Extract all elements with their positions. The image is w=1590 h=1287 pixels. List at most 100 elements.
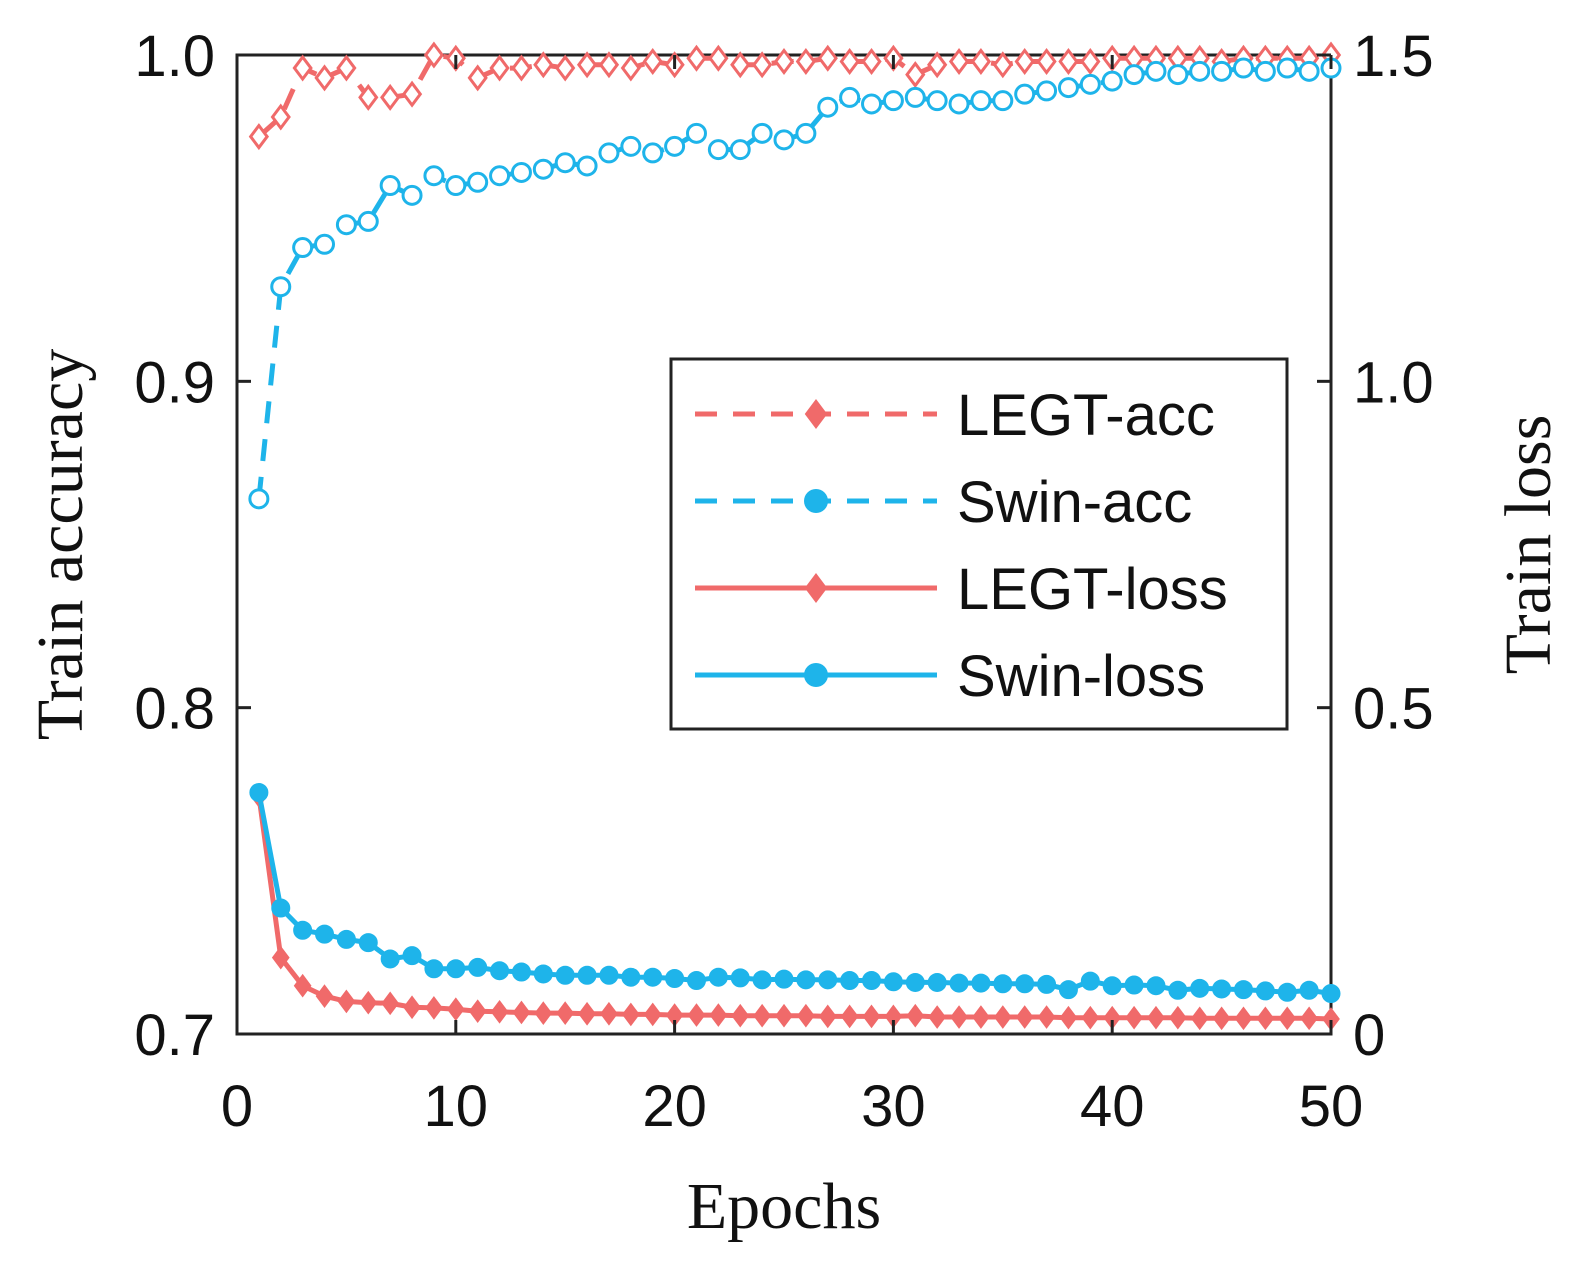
data-point: [510, 161, 532, 183]
data-point: [620, 135, 642, 157]
data-point: [993, 974, 1013, 994]
data-point: [642, 48, 663, 76]
data-point: [1015, 974, 1035, 994]
data-point: [840, 970, 860, 990]
legend-item-swin-acc: Swin-acc: [695, 470, 1192, 535]
data-point: [1278, 1006, 1297, 1031]
legend-item-legt-acc: LEGT-acc: [695, 383, 1215, 448]
data-point: [948, 93, 970, 115]
legend-item-swin-loss: Swin-loss: [695, 644, 1205, 709]
data-point: [403, 995, 421, 1020]
data-point: [578, 1001, 596, 1026]
data-point: [1190, 978, 1210, 998]
data-point: [708, 44, 729, 72]
data-point: [1036, 80, 1058, 102]
data-point: [1081, 1005, 1100, 1030]
data-point: [534, 1001, 553, 1025]
data-point: [1014, 83, 1036, 105]
data-point: [577, 965, 597, 985]
data-point: [753, 1003, 771, 1028]
y-right-tick-label: 0.5: [1353, 677, 1434, 742]
data-point: [293, 920, 313, 940]
data-point: [1059, 1005, 1078, 1030]
data-point: [773, 129, 795, 151]
legend-circle-marker: [804, 663, 828, 687]
data-point: [445, 175, 467, 197]
data-point: [292, 237, 314, 259]
data-point: [314, 233, 336, 255]
data-point: [1168, 980, 1188, 1000]
data-point: [1058, 980, 1078, 1000]
data-point: [862, 970, 882, 990]
data-point: [797, 1003, 815, 1028]
data-point: [1124, 975, 1144, 995]
data-point: [1298, 60, 1320, 82]
data-point: [468, 957, 488, 977]
data-point: [315, 984, 334, 1008]
data-point: [424, 959, 444, 979]
legend-diamond-marker: [804, 573, 828, 603]
data-point: [1233, 980, 1253, 1000]
data-point: [598, 51, 620, 79]
data-point: [1189, 60, 1211, 82]
data-point: [576, 155, 598, 177]
data-point: [751, 51, 773, 79]
data-point: [248, 488, 270, 510]
data-point: [1101, 70, 1123, 92]
data-point: [489, 54, 510, 82]
data-point: [1080, 48, 1101, 76]
data-point: [642, 142, 664, 164]
data-point: [839, 48, 860, 76]
data-point: [467, 171, 489, 193]
data-point: [511, 54, 532, 82]
data-point: [248, 123, 270, 151]
legend-label: LEGT-acc: [957, 383, 1215, 448]
data-point: [970, 90, 992, 112]
data-point: [621, 1002, 640, 1027]
data-point: [1277, 982, 1297, 1002]
y-right-tick-label: 0: [1353, 1003, 1385, 1068]
y-tick-label: 0.7: [134, 1003, 215, 1068]
data-point: [425, 996, 443, 1020]
data-point: [643, 1002, 662, 1027]
data-point: [665, 969, 685, 989]
data-point: [948, 48, 970, 76]
data-point: [773, 48, 795, 76]
series-layer: [248, 41, 1342, 1031]
data-point: [883, 972, 903, 992]
data-point: [401, 184, 423, 206]
data-point: [533, 964, 553, 984]
legend-circle-marker: [804, 489, 828, 513]
data-point: [358, 83, 379, 111]
data-point: [992, 90, 1014, 112]
data-point: [293, 973, 312, 998]
legend-box: [669, 357, 1289, 731]
data-point: [598, 142, 620, 164]
data-point: [1036, 48, 1057, 76]
data-point: [664, 135, 686, 157]
data-point: [686, 44, 707, 72]
data-point: [926, 90, 948, 112]
data-point: [751, 122, 773, 144]
data-point: [840, 1004, 859, 1029]
legend-item-legt-loss: LEGT-loss: [695, 557, 1228, 622]
data-point: [512, 1000, 531, 1025]
data-point: [971, 973, 991, 993]
data-point: [1168, 1005, 1187, 1030]
legend-label: Swin-loss: [957, 644, 1205, 709]
data-point: [423, 165, 445, 187]
y-tick-label: 0.8: [134, 677, 215, 742]
y-tick-label: 1.0: [134, 24, 215, 89]
data-point: [795, 122, 817, 144]
data-point: [1255, 981, 1275, 1001]
data-point: [685, 122, 707, 144]
data-point: [576, 51, 598, 79]
data-point: [972, 1005, 990, 1029]
data-point: [490, 999, 509, 1024]
data-point: [752, 970, 772, 990]
data-point: [600, 1001, 618, 1026]
data-point: [709, 1003, 728, 1027]
axis-layer: 0 10 20 30 40 50 0.7 0.8 0.9 1.0 0 0.5 1.0 1.5 Epochs T…: [24, 24, 1565, 1243]
